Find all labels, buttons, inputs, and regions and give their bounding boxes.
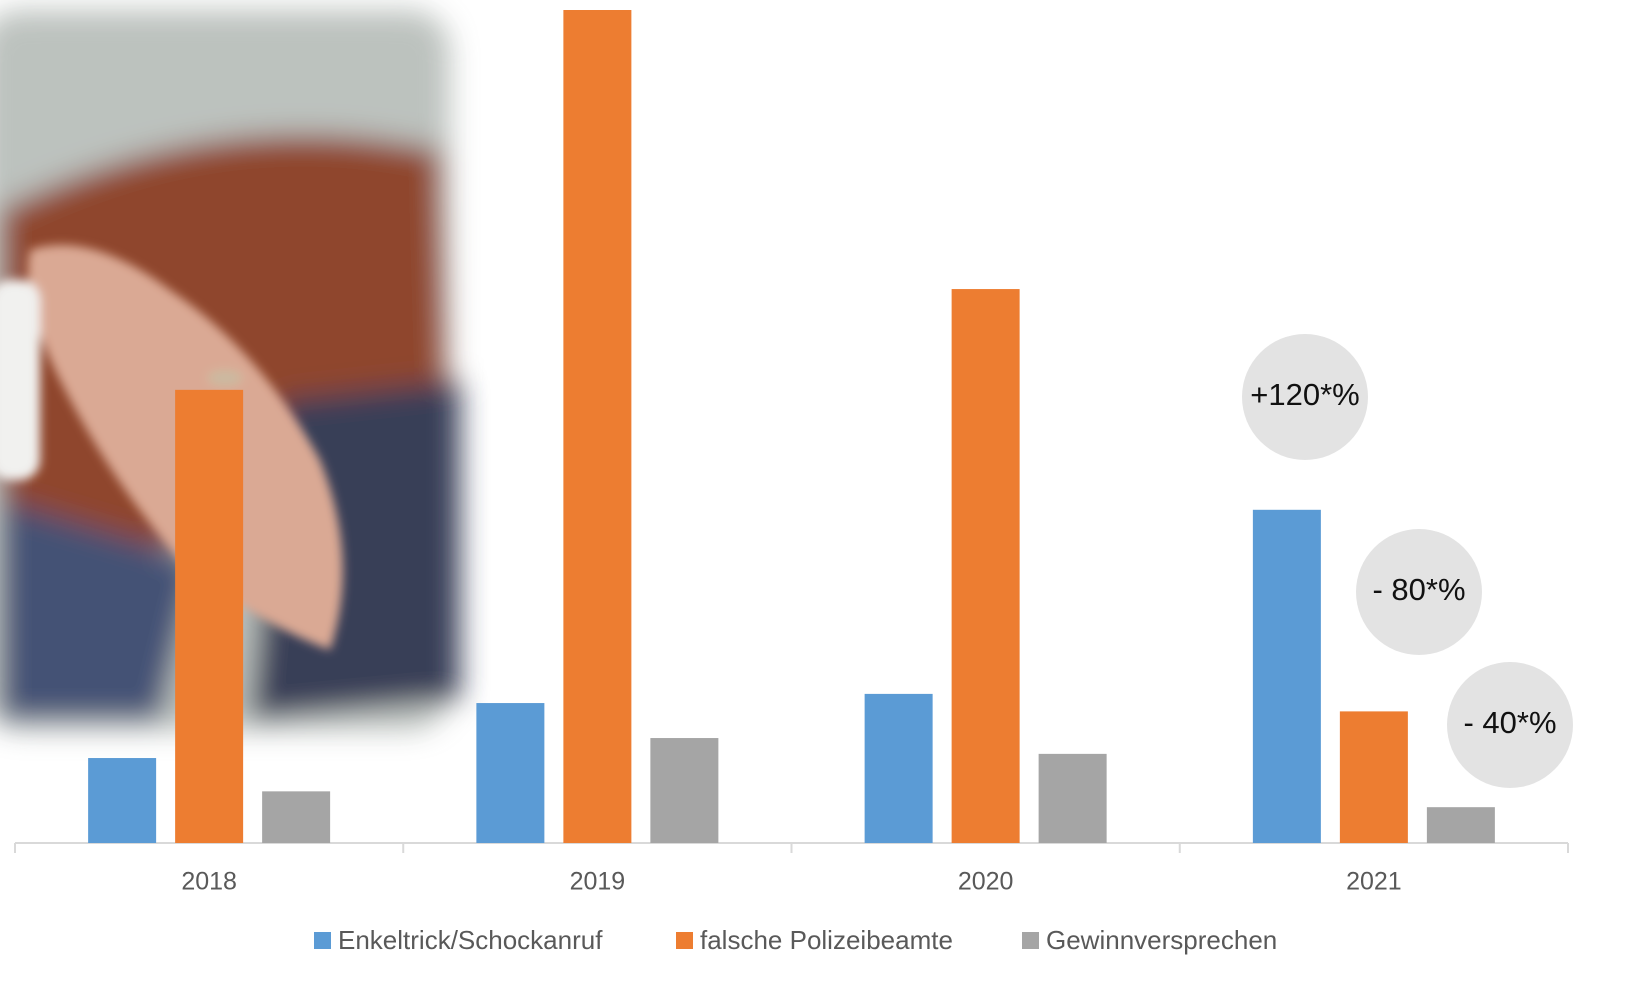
legend-label: Gewinnversprechen bbox=[1046, 925, 1277, 955]
annotation-bubble bbox=[1356, 529, 1482, 655]
bar bbox=[650, 738, 719, 843]
bar bbox=[1252, 509, 1321, 843]
x-tick-label: 2021 bbox=[1346, 868, 1402, 896]
bar bbox=[175, 389, 244, 843]
bar bbox=[262, 791, 331, 843]
legend-label: falsche Polizeibeamte bbox=[700, 925, 953, 955]
annotation: - 80*% bbox=[1372, 572, 1465, 607]
x-tick-label: 2020 bbox=[958, 868, 1014, 896]
bar bbox=[88, 758, 157, 843]
legend-swatch bbox=[1022, 932, 1039, 949]
annotation: +120*% bbox=[1250, 377, 1359, 412]
bar bbox=[864, 693, 933, 843]
bar bbox=[476, 703, 545, 843]
legend-label: Enkeltrick/Schockanruf bbox=[338, 925, 603, 955]
legend-swatch bbox=[314, 932, 331, 949]
photo bbox=[0, 10, 460, 730]
annotation-bubble bbox=[1242, 334, 1368, 460]
bar bbox=[1038, 753, 1107, 843]
bar bbox=[1339, 711, 1408, 843]
x-tick-label: 2019 bbox=[570, 868, 626, 896]
bar bbox=[951, 289, 1020, 843]
bar bbox=[1426, 807, 1495, 843]
legend-swatch bbox=[676, 932, 693, 949]
annotation-bubble bbox=[1447, 662, 1573, 788]
x-tick-label: 2018 bbox=[181, 868, 237, 896]
annotation: - 40*% bbox=[1463, 705, 1556, 740]
bar bbox=[563, 10, 632, 843]
